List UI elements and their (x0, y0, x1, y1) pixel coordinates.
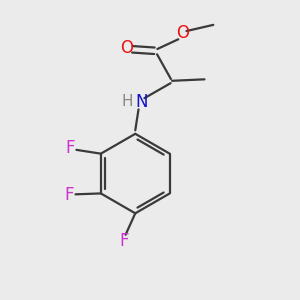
Text: F: F (65, 140, 75, 158)
Text: N: N (135, 93, 147, 111)
Text: O: O (176, 24, 190, 42)
Text: O: O (121, 39, 134, 57)
Text: F: F (119, 232, 129, 250)
Text: H: H (122, 94, 133, 109)
Text: F: F (64, 186, 74, 204)
